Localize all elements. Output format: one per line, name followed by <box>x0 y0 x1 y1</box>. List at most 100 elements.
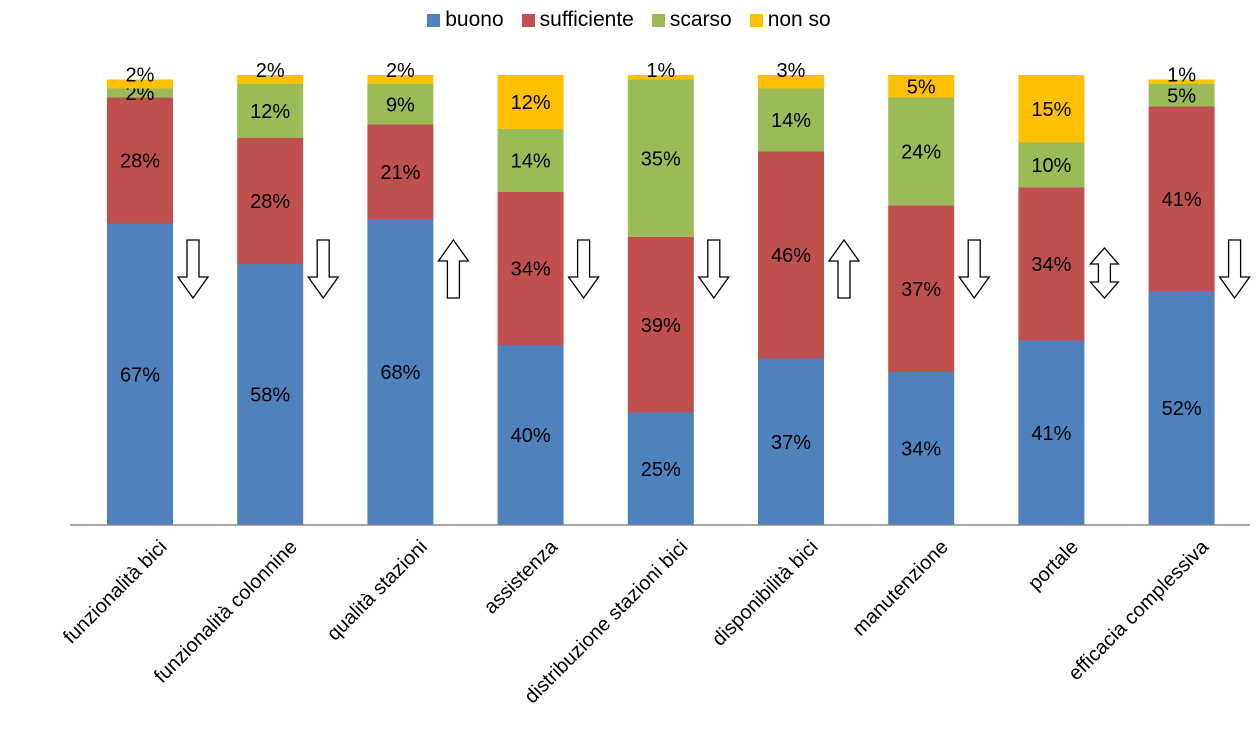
legend-swatch <box>427 13 441 27</box>
bar-segment <box>627 75 694 80</box>
bar-segment <box>367 124 434 219</box>
bar-segment <box>497 192 564 345</box>
trend-arrow-up-icon <box>437 238 470 299</box>
data-label: 14% <box>771 110 811 132</box>
data-label: 41% <box>1162 189 1202 211</box>
data-label: 41% <box>1031 423 1071 445</box>
bar-segment <box>107 223 173 525</box>
bar-segment <box>1018 142 1085 188</box>
trend-arrow-down-icon <box>567 239 600 300</box>
bar-segment <box>1018 187 1085 341</box>
bar-segment <box>888 205 955 372</box>
data-label: 5% <box>907 76 936 98</box>
data-label: 9% <box>386 94 415 116</box>
x-tick-label: funzionalità colonnine <box>150 536 302 688</box>
bar-segment <box>627 79 694 237</box>
data-label: 37% <box>771 432 811 454</box>
bar-segment <box>758 88 824 152</box>
data-label: 21% <box>380 162 420 184</box>
bar-segment <box>888 97 955 206</box>
legend-swatch <box>749 13 763 27</box>
x-tick-label: portale <box>1024 536 1083 595</box>
bar-segment <box>107 88 173 98</box>
data-label: 1% <box>1167 65 1196 87</box>
bar-segment <box>367 75 434 84</box>
bar-segment <box>497 75 564 129</box>
bar-segment <box>107 97 173 224</box>
bar-segment <box>237 138 304 264</box>
bar-segment <box>367 84 434 125</box>
data-label: 37% <box>901 279 941 301</box>
bar-segment <box>237 75 304 84</box>
data-label: 28% <box>120 151 160 173</box>
trend-arrow-down-icon <box>957 239 991 300</box>
bar-segment <box>237 84 304 138</box>
chart-legend: buono sufficiente scarso non so <box>0 8 1258 32</box>
bar-segment <box>1148 106 1215 291</box>
trend-arrow-both-icon <box>1088 247 1120 299</box>
trend-arrow-down-icon <box>697 239 731 300</box>
data-label: 3% <box>777 60 806 82</box>
data-label: 34% <box>1031 254 1071 276</box>
legend-label: sufficiente <box>539 8 634 31</box>
data-label: 2% <box>386 60 415 82</box>
data-label: 34% <box>901 439 941 461</box>
trend-arrow-up-icon <box>827 238 861 299</box>
bar-segment <box>1018 75 1085 143</box>
bar-segment <box>627 237 694 413</box>
bar-segment <box>107 79 173 89</box>
legend-item-0: buono <box>427 8 504 32</box>
legend-swatch <box>521 13 535 27</box>
legend-label: non so <box>767 8 831 31</box>
x-tick-label: funzionalità bici <box>59 536 171 648</box>
legend-item-2: scarso <box>651 8 732 32</box>
data-label: 12% <box>250 101 290 123</box>
bar-segment <box>367 219 434 525</box>
data-label: 14% <box>511 151 551 173</box>
data-label: 15% <box>1031 99 1071 121</box>
bar-segment <box>1148 84 1215 107</box>
trend-arrow-down-icon <box>1218 239 1251 300</box>
legend-swatch <box>651 13 665 27</box>
data-label: 52% <box>1162 398 1202 420</box>
data-label: 25% <box>641 459 681 481</box>
bar-segment <box>758 358 824 525</box>
legend-item-1: sufficiente <box>521 8 634 32</box>
legend-label: buono <box>445 8 504 31</box>
data-label: 40% <box>511 425 551 447</box>
bar-segment <box>1148 291 1215 525</box>
bar-segment <box>758 75 824 89</box>
bar-segment <box>627 412 694 525</box>
data-label: 67% <box>120 364 160 386</box>
x-tick-label: qualità stazioni <box>323 536 432 645</box>
legend-label: scarso <box>669 8 732 31</box>
x-tick-label: assistenza <box>480 535 563 618</box>
trend-arrow-down-icon <box>306 239 340 300</box>
data-label: 5% <box>1167 85 1196 107</box>
data-label: 58% <box>250 385 290 407</box>
x-tick-label: manutenzione <box>848 536 952 640</box>
bar-segment <box>758 151 824 359</box>
data-label: 1% <box>646 60 675 82</box>
bar-segment <box>237 264 304 525</box>
x-tick-label: efficacia complessiva <box>1064 535 1214 685</box>
data-label: 68% <box>380 362 420 384</box>
data-label: 10% <box>1031 155 1071 177</box>
legend-item-3: non so <box>749 8 831 32</box>
data-label: 2% <box>256 60 285 82</box>
data-label: 28% <box>250 191 290 213</box>
bar-segment <box>888 75 955 98</box>
data-label: 35% <box>641 148 681 170</box>
data-label: 46% <box>771 245 811 267</box>
bar-segment <box>888 372 955 525</box>
bar-segment <box>1148 79 1215 84</box>
data-label: 24% <box>901 142 941 164</box>
bar-segment <box>497 345 564 525</box>
bar-segment <box>497 129 564 192</box>
data-label: 39% <box>641 315 681 337</box>
trend-arrow-down-icon <box>176 239 210 300</box>
data-label: 12% <box>511 92 551 114</box>
data-label: 2% <box>126 65 155 87</box>
bar-segment <box>1018 340 1085 525</box>
